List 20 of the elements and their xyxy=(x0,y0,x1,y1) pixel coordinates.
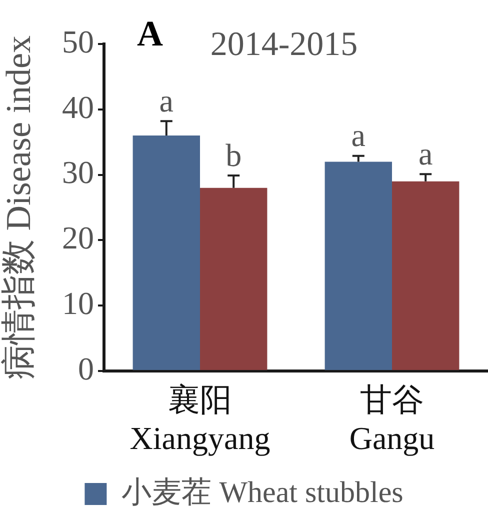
legend-label: 小麦茬 Wheat stubbles xyxy=(122,476,404,509)
bar xyxy=(132,136,200,370)
bar xyxy=(392,181,460,370)
y-tick-label: 20 xyxy=(62,220,94,256)
y-tick-label: 40 xyxy=(62,88,94,125)
bar xyxy=(200,188,268,370)
y-tick-label: 50 xyxy=(62,23,94,60)
data-label: a xyxy=(418,136,433,172)
chart-title: 2014-2015 xyxy=(210,26,358,63)
annotation: A xyxy=(137,13,163,54)
x-tick-label: 甘谷 Gangu xyxy=(349,382,435,456)
bar xyxy=(324,162,392,370)
y-tick-label: 0 xyxy=(78,350,94,386)
data-label: a xyxy=(159,82,174,119)
data-label: a xyxy=(351,117,366,154)
y-tick-label: 10 xyxy=(62,285,94,322)
y-axis-title: 病情指数 Disease index xyxy=(0,34,38,380)
y-tick-label: 30 xyxy=(62,154,94,190)
data-label: b xyxy=(226,136,242,173)
x-tick-label: 襄阳 Xiangyang xyxy=(130,382,270,456)
